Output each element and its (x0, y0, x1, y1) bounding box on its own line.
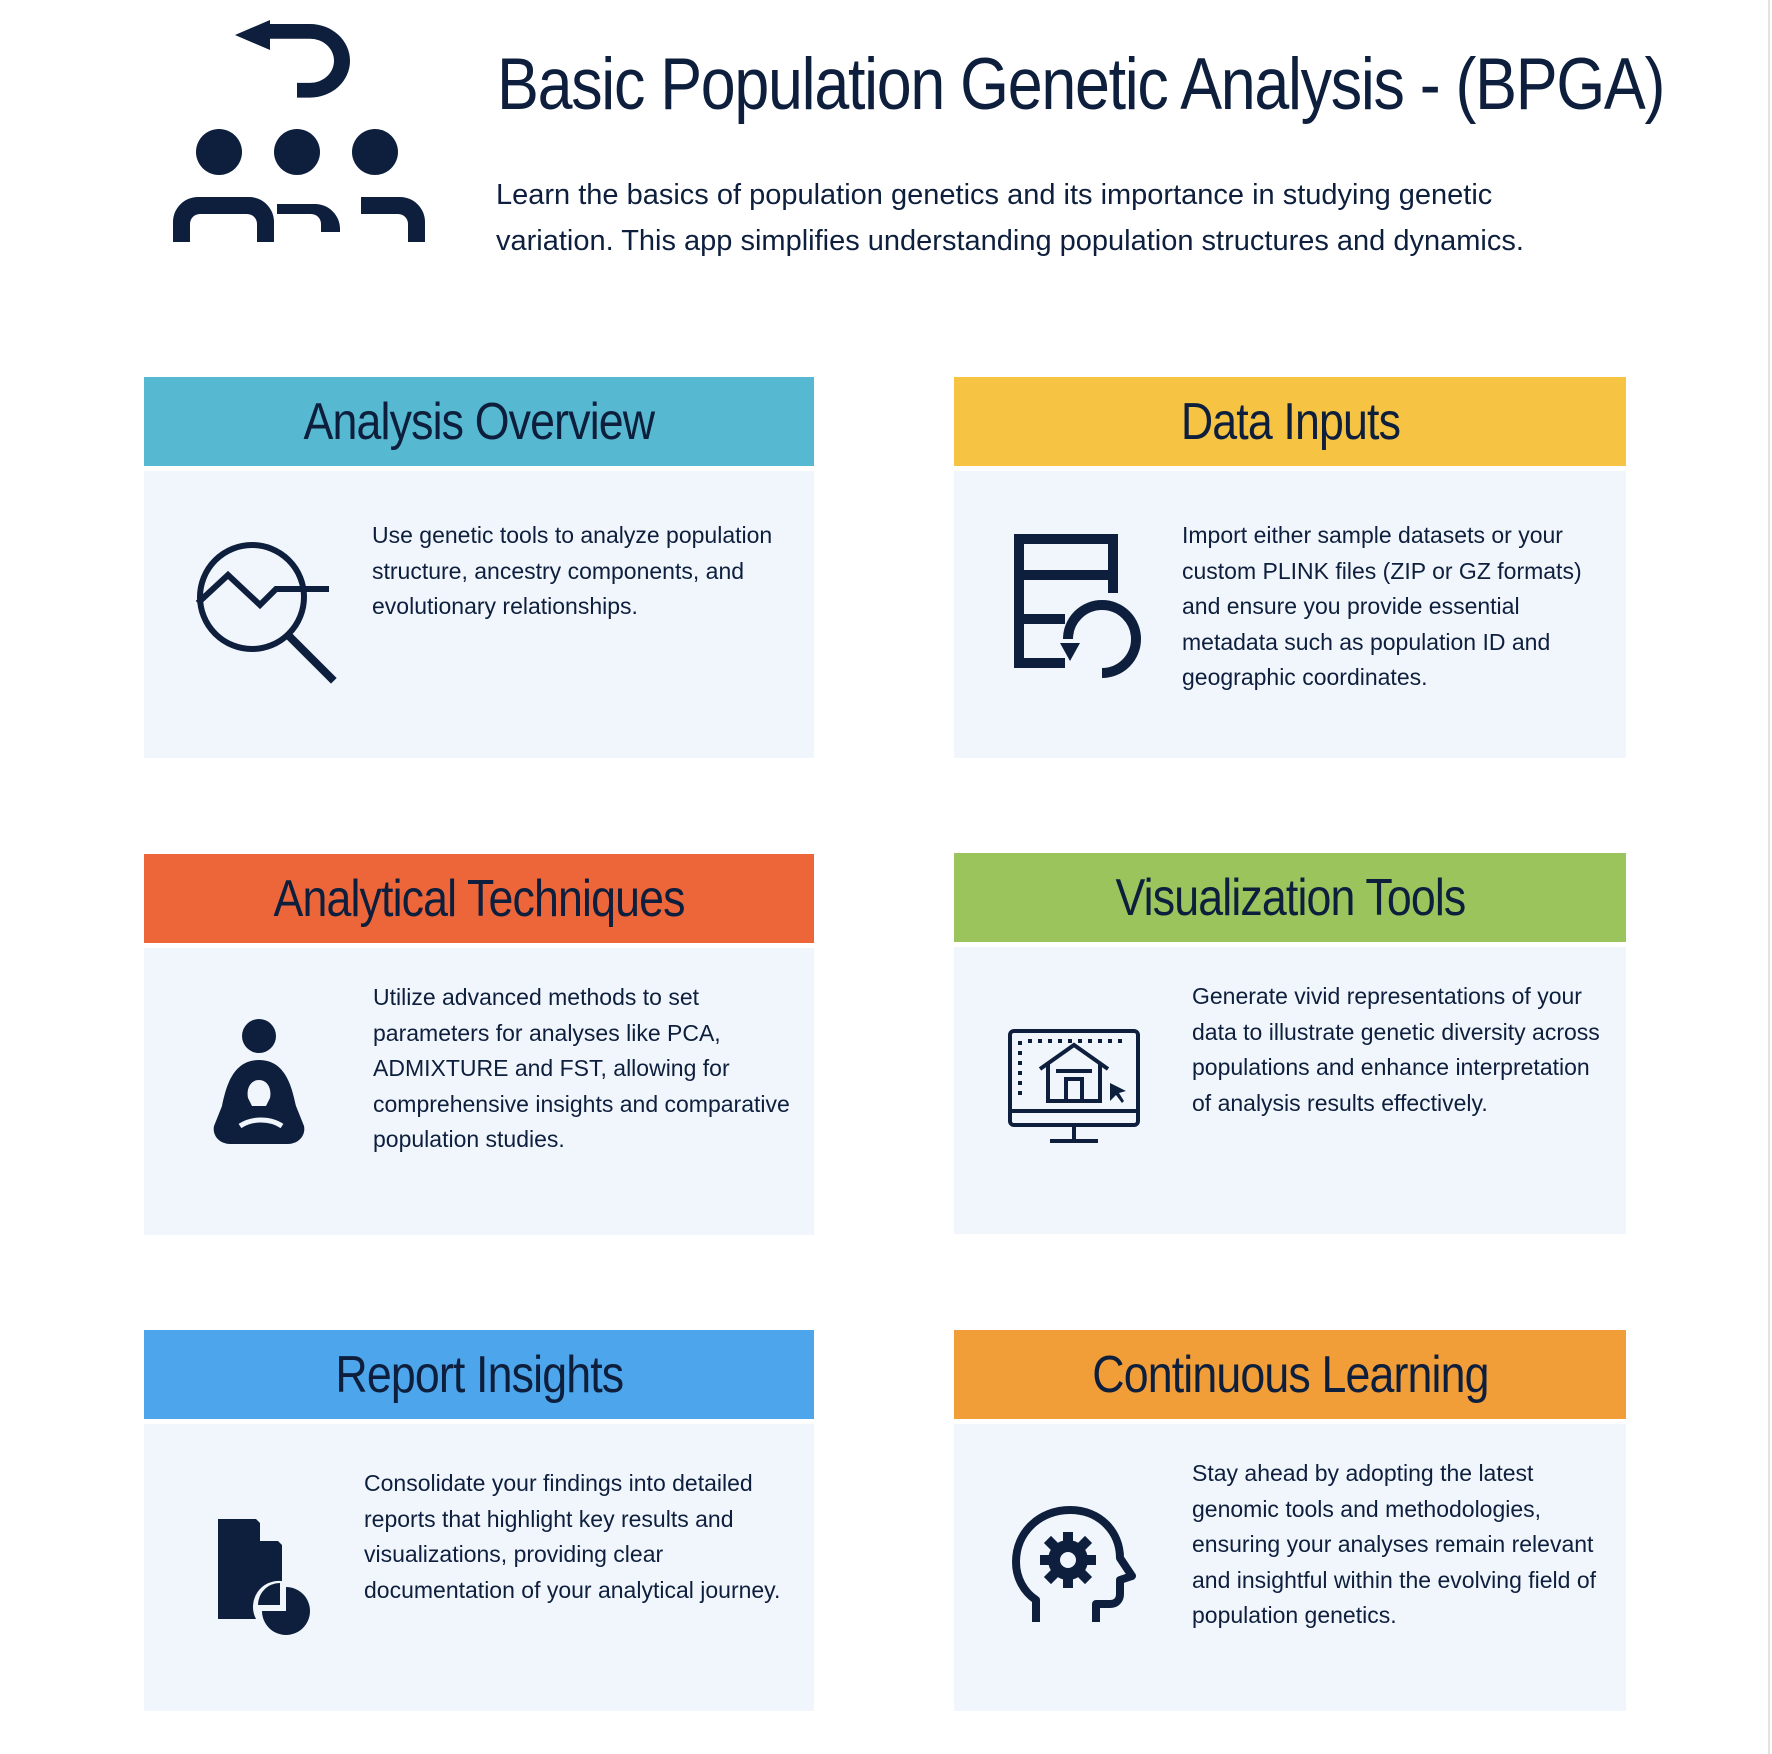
monitor-house-design-icon (1008, 1029, 1140, 1143)
card-header: Continuous Learning (954, 1330, 1626, 1419)
card-title: Visualization Tools (1115, 868, 1466, 927)
card-body: Utilize advanced methods to set paramete… (144, 948, 814, 1235)
page-title: Basic Population Genetic Analysis - (BPG… (497, 44, 1665, 125)
card-continuous-learning: Continuous Learning Stay ahead by adopti… (954, 1330, 1626, 1711)
card-header: Analytical Techniques (144, 854, 814, 943)
document-chart-icon (218, 1519, 310, 1635)
card-title: Continuous Learning (1091, 1345, 1489, 1404)
card-title: Analysis Overview (303, 392, 656, 451)
card-description: Consolidate your findings into detailed … (364, 1470, 781, 1603)
card-visualization-tools: Visualization Tools Generate vivid repre… (954, 853, 1626, 1234)
page-edge-line (1768, 0, 1770, 1754)
card-header: Analysis Overview (144, 377, 814, 466)
page-subtitle: Learn the basics of population genetics … (496, 179, 1524, 257)
card-description: Import either sample datasets or your cu… (1182, 522, 1582, 690)
card-body: Import either sample datasets or your cu… (954, 471, 1626, 758)
card-analytical-techniques: Analytical Techniques Utilize advanced m… (144, 854, 814, 1235)
card-description: Generate vivid representations of your d… (1192, 983, 1600, 1116)
card-header: Data Inputs (954, 377, 1626, 466)
card-title: Analytical Techniques (273, 869, 685, 928)
chart-magnifier-icon (195, 542, 337, 684)
card-body: Stay ahead by adopting the latest genomi… (954, 1424, 1626, 1711)
card-analysis-overview: Analysis Overview Use genetic tools to a… (144, 377, 814, 758)
database-refresh-icon (1014, 534, 1141, 678)
card-header: Report Insights (144, 1330, 814, 1419)
card-body: Consolidate your findings into detailed … (144, 1424, 814, 1711)
card-title: Report Insights (335, 1345, 624, 1404)
card-description: Utilize advanced methods to set paramete… (373, 984, 790, 1152)
population-return-icon (173, 20, 425, 242)
meditation-person-icon (213, 1019, 305, 1144)
head-gear-icon (1012, 1506, 1136, 1622)
card-body: Generate vivid representations of your d… (954, 947, 1626, 1234)
card-header: Visualization Tools (954, 853, 1626, 942)
card-data-inputs: Data Inputs Import either sample dataset… (954, 377, 1626, 758)
card-body: Use genetic tools to analyze population … (144, 471, 814, 758)
card-report-insights: Report Insights Consolidate your finding… (144, 1330, 814, 1711)
card-description: Use genetic tools to analyze population … (372, 522, 773, 619)
card-title: Data Inputs (1180, 392, 1400, 451)
card-description: Stay ahead by adopting the latest genomi… (1192, 1460, 1597, 1628)
